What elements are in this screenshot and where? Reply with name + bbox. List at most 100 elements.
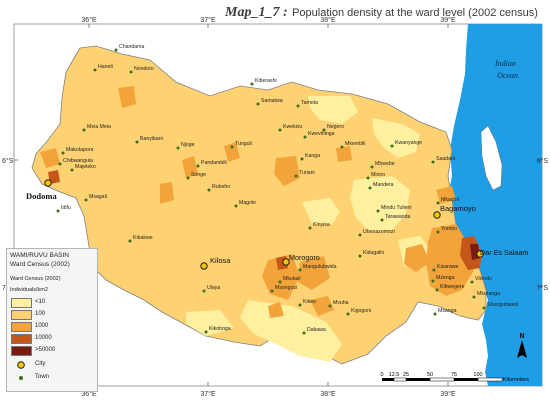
north-label: N (519, 333, 524, 340)
town-marker (298, 303, 302, 307)
town-label: Chandama (119, 44, 144, 50)
town-label: Kinyisa (313, 222, 330, 228)
town-marker (128, 239, 132, 243)
low-density-zone (186, 310, 234, 336)
town-label: Kanga (305, 153, 320, 159)
town-label: Kikoboga (209, 326, 231, 332)
town-marker (328, 304, 332, 308)
town-label: Kwanyange (395, 140, 422, 146)
low-density-zone (240, 300, 342, 362)
lon-tick-bottom: 39°E (440, 390, 456, 398)
town-marker (296, 104, 300, 108)
town-label: Rubeho (212, 184, 230, 190)
legend-city-label: City (35, 361, 46, 367)
town-marker (61, 151, 65, 155)
town-marker (204, 330, 208, 334)
scale-tick: 75 (451, 372, 457, 378)
town-label: Mandera (373, 182, 394, 188)
town-marker (368, 186, 372, 190)
towns-layer: Chandama Nondoto Haneti Kiberashi Samatwa Tam… (56, 44, 518, 335)
low-density-zone (302, 198, 340, 224)
town-marker (186, 176, 190, 180)
town-marker (431, 279, 435, 283)
town-marker (436, 201, 440, 205)
town-label: Songe (191, 172, 206, 178)
town-label: Idifu (61, 205, 71, 211)
town-label: Msongozi (275, 285, 297, 291)
scale-bar: 0 12.5 25 50 75 100 Kilometers (380, 372, 529, 383)
city-symbol-icon (17, 361, 25, 369)
town-label: Samatwa (261, 98, 283, 104)
town-marker (346, 312, 350, 316)
town-label: Mvuha (333, 300, 349, 306)
town-label: Haneti (98, 64, 113, 70)
density-patch (310, 296, 334, 316)
town-label: Mindu Tulieni (381, 205, 412, 211)
town-marker (129, 70, 133, 74)
town-marker (380, 218, 384, 222)
town-label: Turiani (299, 170, 315, 176)
town-label: Dakawa (307, 327, 326, 333)
map-code: Map_1_7 : (225, 5, 288, 20)
town-marker (358, 233, 362, 237)
town-label: Kidugallo (363, 250, 384, 256)
town-marker (135, 140, 139, 144)
town-label: Pandambili (201, 160, 227, 166)
town-marker (58, 162, 62, 166)
legend-unit: Individuals/km2 (10, 287, 48, 293)
town-marker (472, 295, 476, 299)
town-label: Magole (239, 200, 256, 206)
town-label: Mkulazi (283, 276, 301, 282)
town-label: Saadani (436, 156, 455, 162)
town-label: Kibwegere (440, 284, 465, 290)
town-marker (256, 102, 260, 106)
scale-tick: 25 (403, 372, 409, 378)
wami-ruvu-basin (31, 45, 487, 365)
density-patch (40, 148, 60, 168)
lat-tick-right: 6°S (537, 157, 549, 165)
city-marker (44, 179, 52, 187)
map-title: Map_1_7 : Population density at the ward… (225, 3, 548, 21)
scale-tick: 100 (473, 372, 482, 378)
ocean-label-line1: Indian (494, 59, 516, 68)
town-marker (70, 168, 74, 172)
town-label: Mkembili (345, 141, 365, 147)
city-label: Dodoma (26, 191, 57, 201)
scale-tick: 50 (427, 372, 433, 378)
town-marker (431, 160, 435, 164)
lat-tick-right: 7°S (537, 284, 549, 292)
town-label: Msanga (438, 308, 457, 314)
density-patch (274, 156, 300, 186)
lon-tick-bottom: 37°E (200, 390, 216, 398)
density-patch (224, 142, 240, 162)
city-marker (282, 258, 290, 266)
town-label: Kwekivu (283, 124, 302, 130)
legend-class-label: 1000 (35, 323, 49, 329)
legend-class-label: <10 (35, 299, 46, 305)
town-label: Negero (327, 124, 344, 130)
town-label: Vikindu (475, 276, 492, 282)
town-marker (302, 331, 306, 335)
city-marker (200, 262, 208, 270)
town-label: Kigogoni (351, 308, 371, 314)
legend: WAMI/RUVU BASIN Ward Census (2002) Ward … (6, 248, 98, 392)
legend-swatch (11, 298, 32, 308)
north-arrow-icon: N (517, 333, 527, 358)
town-label: Kiberashi (255, 78, 277, 84)
lon-tick-bottom: 36°E (81, 390, 97, 398)
town-marker (207, 188, 211, 192)
city-label: Dar Es Salaam (480, 248, 528, 257)
city-marker (433, 211, 441, 219)
scale-unit: Kilometers (503, 377, 529, 383)
town-label: Chibwangula (63, 158, 93, 164)
town-label: Ulaya (207, 285, 220, 291)
town-marker (230, 145, 234, 149)
town-marker (56, 209, 60, 213)
city-label: Kilosa (210, 256, 231, 265)
town-label: Msagali (89, 194, 107, 200)
town-label: Mbwebe (375, 161, 395, 167)
lon-tick-top: 38°E (320, 16, 336, 24)
town-label: Mangulubwida (303, 264, 337, 270)
town-marker (93, 68, 97, 72)
